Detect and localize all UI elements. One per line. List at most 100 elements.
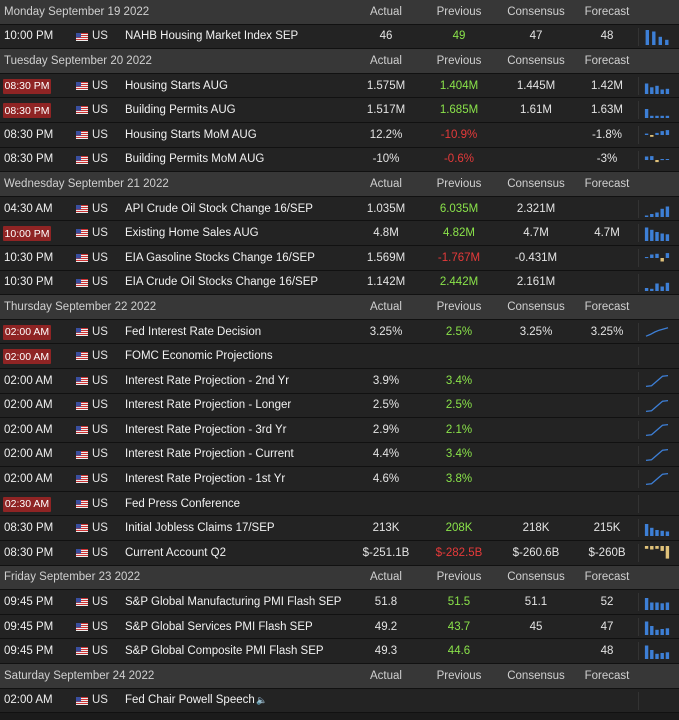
history-chart[interactable]	[644, 225, 670, 242]
event-name[interactable]: Current Account Q2	[125, 546, 226, 559]
actual-value: 4.6%	[372, 473, 400, 486]
history-chart[interactable]	[644, 324, 670, 340]
actual-value: 213K	[372, 522, 400, 535]
event-name[interactable]: S&P Global Services PMI Flash SEP	[125, 620, 313, 633]
column-actual: Actual	[370, 54, 402, 67]
event-name[interactable]: S&P Global Manufacturing PMI Flash SEP	[125, 596, 342, 609]
history-chart[interactable]	[644, 398, 670, 414]
event-row[interactable]: 02:00 AM US Interest Rate Projection - 1st…	[0, 467, 679, 492]
history-chart[interactable]	[644, 127, 670, 143]
event-name[interactable]: Fed Interest Rate Decision	[125, 325, 262, 338]
event-name[interactable]: Fed Press Conference	[125, 497, 241, 510]
event-row[interactable]: 10:00 PM US Existing Home Sales AUG 4.8M 4.8…	[0, 221, 679, 246]
chart-bar	[650, 625, 654, 635]
event-row[interactable]: 02:00 AM US Interest Rate Projection - 3rd…	[0, 418, 679, 443]
day-date: Friday September 23 2022	[4, 571, 141, 584]
event-row[interactable]: 09:45 PM US S&P Global Manufacturing PMI F…	[0, 590, 679, 615]
country-code: US	[92, 620, 108, 633]
consensus-value: 1.61M	[520, 104, 552, 117]
consensus-value	[498, 492, 574, 516]
previous-value: 2.1%	[445, 423, 473, 436]
speaker-icon[interactable]: 🔈	[256, 694, 268, 705]
history-chart[interactable]	[644, 594, 670, 611]
event-row[interactable]: 09:45 PM US S&P Global Services PMI Flash …	[0, 614, 679, 640]
event-row[interactable]: 02:00 AM US FOMC Economic Projections	[0, 344, 679, 369]
history-chart[interactable]	[644, 78, 670, 94]
chart-bar	[665, 158, 670, 160]
event-name[interactable]: Interest Rate Projection - 2nd Yr	[125, 374, 290, 387]
history-chart[interactable]	[644, 520, 670, 537]
history-chart[interactable]	[644, 152, 670, 168]
event-row[interactable]: 10:30 PM US EIA Gasoline Stocks Change 16/…	[0, 245, 679, 271]
history-chart[interactable]	[644, 373, 670, 389]
us-flag-icon	[76, 130, 88, 139]
event-row[interactable]: 08:30 PM US Housing Starts AUG 1.575M 1.404M…	[0, 73, 679, 99]
event-row[interactable]: 08:30 PM US Building Permits MoM AUG -10% -0…	[0, 147, 679, 173]
event-name[interactable]: Building Permits AUG	[125, 104, 236, 117]
event-name[interactable]: NAHB Housing Market Index SEP	[125, 30, 299, 43]
history-chart[interactable]	[644, 545, 670, 561]
history-chart[interactable]	[644, 250, 670, 266]
event-row[interactable]: 02:00 AM US Interest Rate Projection - Lon…	[0, 393, 679, 419]
column-previous: Previous	[436, 669, 482, 682]
history-chart[interactable]	[644, 29, 670, 45]
event-row[interactable]: 08:30 PM US Current Account Q2 $-251.1B $-28…	[0, 541, 679, 566]
previous-value: 4.82M	[443, 227, 475, 240]
event-row[interactable]: 08:30 PM US Initial Jobless Claims 17/SEP 2…	[0, 516, 679, 542]
event-row[interactable]: 08:30 PM US Housing Starts MoM AUG 12.2% -10…	[0, 122, 679, 148]
column-consensus: Consensus	[507, 669, 565, 682]
event-name[interactable]: API Crude Oil Stock Change 16/SEP	[125, 202, 313, 215]
column-divider	[638, 150, 639, 169]
forecast-value: 215K	[593, 522, 621, 535]
chart-bar	[655, 116, 659, 119]
event-name[interactable]: Fed Chair Powell Speech	[125, 694, 255, 707]
actual-value: 1.142M	[366, 276, 406, 289]
chart-bar	[650, 528, 654, 537]
history-chart[interactable]	[644, 643, 670, 660]
chart-bar	[650, 650, 654, 660]
chart-bar	[660, 233, 664, 242]
actual-value: 1.575M	[366, 79, 406, 92]
event-row[interactable]: 09:45 PM US S&P Global Composite PMI Flash…	[0, 639, 679, 665]
history-chart[interactable]	[644, 422, 670, 438]
event-row[interactable]: 02:30 AM US Fed Press Conference	[0, 491, 679, 517]
column-consensus: Consensus	[507, 177, 565, 190]
actual-value	[352, 689, 420, 713]
consensus-value	[498, 394, 574, 418]
event-name[interactable]: Interest Rate Projection - 1st Yr	[125, 473, 286, 486]
event-row[interactable]: 08:30 PM US Building Permits AUG 1.517M 1.68…	[0, 98, 679, 123]
event-row[interactable]: 04:30 AM US API Crude Oil Stock Change 16/…	[0, 196, 679, 222]
column-divider	[638, 347, 639, 366]
history-chart[interactable]	[644, 447, 670, 463]
event-name[interactable]: Building Permits MoM AUG	[125, 153, 265, 166]
event-name[interactable]: Housing Starts AUG	[125, 79, 228, 92]
time-badge: 08:30 PM	[3, 78, 51, 94]
event-row[interactable]: 02:00 AM US Interest Rate Projection - 2nd…	[0, 368, 679, 394]
previous-value: 3.4%	[445, 374, 473, 387]
event-name[interactable]: EIA Crude Oil Stocks Change 16/SEP	[125, 276, 319, 289]
event-name[interactable]: Initial Jobless Claims 17/SEP	[125, 522, 275, 535]
event-row[interactable]: 02:00 AM US Interest Rate Projection - Cur…	[0, 442, 679, 468]
event-row[interactable]: 02:00 AM US Fed Interest Rate Decision 3.25…	[0, 319, 679, 345]
column-actual: Actual	[370, 669, 402, 682]
forecast-value	[575, 443, 639, 467]
event-name[interactable]: Existing Home Sales AUG	[125, 227, 259, 240]
event-name[interactable]: S&P Global Composite PMI Flash SEP	[125, 645, 324, 658]
history-chart[interactable]	[644, 201, 670, 217]
chart-bar	[665, 130, 670, 135]
event-row[interactable]: 02:00 AM US Fed Chair Powell Speech 🔈	[0, 688, 679, 714]
history-chart[interactable]	[644, 619, 670, 635]
event-name[interactable]: Interest Rate Projection - 3rd Yr	[125, 423, 287, 436]
event-row[interactable]: 10:00 PM US NAHB Housing Market Index SEP 4…	[0, 24, 679, 50]
event-name[interactable]: Housing Starts MoM AUG	[125, 128, 257, 141]
chart-bar	[644, 598, 649, 611]
history-chart[interactable]	[644, 102, 670, 119]
history-chart[interactable]	[644, 275, 670, 291]
event-name[interactable]: FOMC Economic Projections	[125, 350, 273, 363]
history-chart[interactable]	[644, 471, 670, 487]
event-name[interactable]: Interest Rate Projection - Current	[125, 448, 294, 461]
previous-value: 2.442M	[439, 276, 479, 289]
event-name[interactable]: EIA Gasoline Stocks Change 16/SEP	[125, 251, 315, 264]
event-row[interactable]: 10:30 PM US EIA Crude Oil Stocks Change 16…	[0, 270, 679, 296]
event-name[interactable]: Interest Rate Projection - Longer	[125, 399, 292, 412]
